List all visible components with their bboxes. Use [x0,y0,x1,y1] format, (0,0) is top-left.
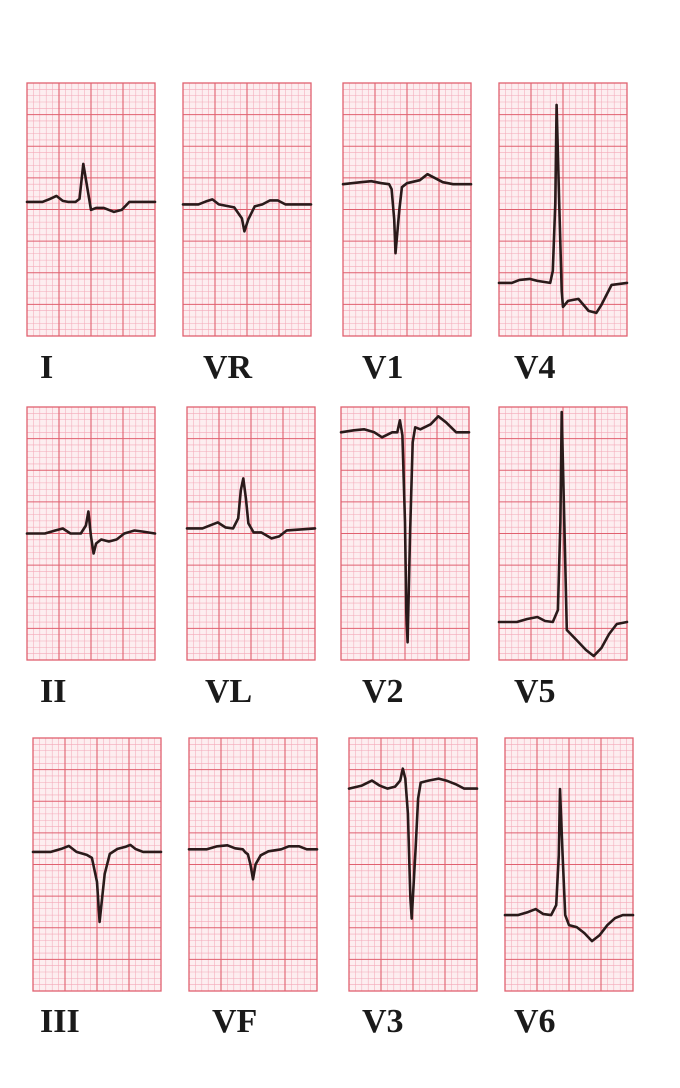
lead-panel-v4 [497,82,629,337]
lead-panel-vf [187,737,319,992]
grid-frame [186,406,316,661]
grid-frame [342,82,472,337]
ecg-trace-vr [181,198,313,233]
ecg-trace-v6 [503,787,635,943]
lead-panel-v2 [339,406,471,661]
ecg-trace-v4 [497,103,629,315]
panels-layer [25,82,635,992]
ecg-trace-vl [185,477,317,540]
lead-label-v2: V2 [362,673,404,710]
lead-label-v4: V4 [514,349,556,386]
lead-panel-i [25,82,157,337]
lead-panel-v1 [341,82,473,337]
lead-panel-vr [181,82,313,337]
grid-frame [348,737,478,992]
ecg-trace-v1 [341,172,473,255]
lead-label-vl: VL [205,673,252,710]
ecg-trace-v2 [339,415,471,644]
grid-major-lines [33,738,161,991]
lead-panel-v5 [497,406,629,661]
lead-label-v6: V6 [514,1003,556,1040]
grid-major-lines [187,407,315,660]
lead-label-i: I [40,349,53,386]
grid-frame [26,82,156,337]
grid-frame [504,737,634,992]
lead-label-v5: V5 [514,673,556,710]
ecg-trace-ii [25,510,157,555]
grid-frame [188,737,318,992]
lead-label-ii: II [40,673,66,710]
grid-frame [32,737,162,992]
ecg-trace-i [25,162,157,214]
lead-label-vr: VR [203,349,253,386]
lead-label-v3: V3 [362,1003,404,1040]
lead-panel-v3 [347,737,479,992]
lead-panel-v6 [503,737,635,992]
lead-label-vf: VF [212,1003,257,1040]
grid-frame [182,82,312,337]
grid-frame [498,406,628,661]
grid-frame [340,406,470,661]
ecg-trace-iii [31,843,163,924]
grid-major-lines [183,83,311,336]
ecg-trace-v3 [347,767,479,920]
ecg-trace-vf [187,844,319,881]
grid-frame [498,82,628,337]
lead-panel-ii [25,406,157,661]
grid-major-lines [189,738,317,991]
grid-major-lines [343,83,471,336]
lead-label-iii: III [40,1003,80,1040]
ecg-trace-v5 [497,410,629,658]
lead-label-v1: V1 [362,349,404,386]
lead-panel-iii [31,737,163,992]
grid-major-lines [505,738,633,991]
lead-panel-vl [185,406,317,661]
